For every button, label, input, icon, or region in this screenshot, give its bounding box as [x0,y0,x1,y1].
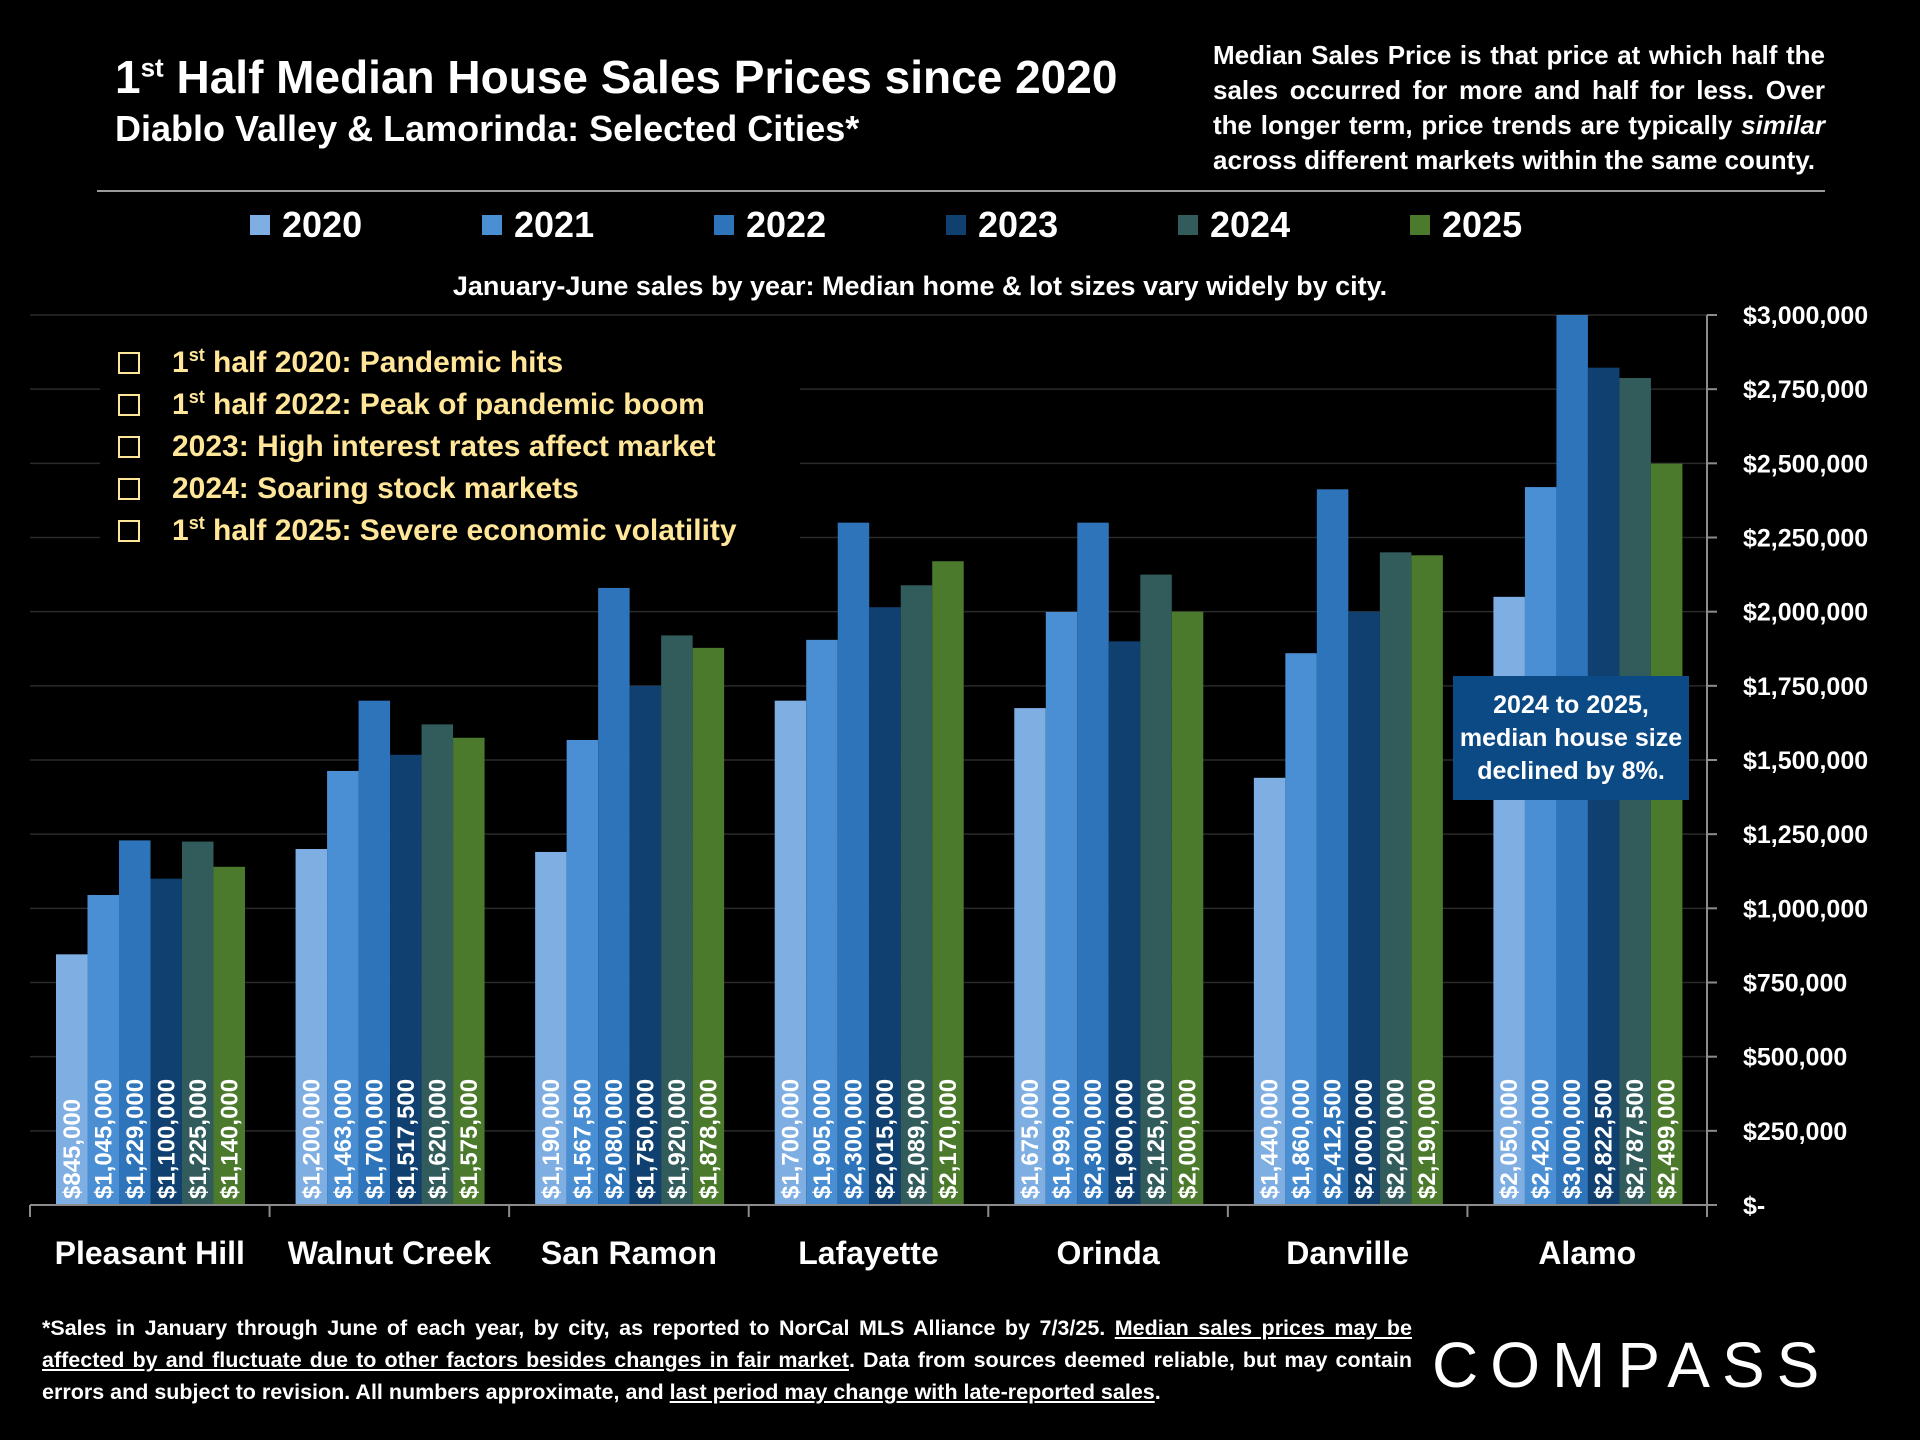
bar-value-label: $2,000,000 [1175,1079,1202,1199]
checkbox-icon [118,478,140,500]
category-label: Pleasant Hill [55,1235,245,1271]
bar-value-label: $2,200,000 [1383,1079,1410,1199]
y-tick-label: $2,500,000 [1743,450,1868,478]
bar-value-label: $1,750,000 [632,1079,659,1199]
y-tick-label: $500,000 [1743,1044,1847,1072]
category-label: Walnut Creek [288,1235,492,1271]
notes-box: 1st half 2020: Pandemic hits 1st half 202… [100,338,800,556]
y-tick-label: $2,250,000 [1743,525,1868,553]
category-label: San Ramon [541,1235,717,1271]
bar-value-label: $2,080,000 [601,1079,628,1199]
y-tick-label: $2,000,000 [1743,599,1868,627]
category-label: Orinda [1057,1235,1160,1271]
y-tick-label: $- [1743,1192,1765,1220]
y-tick-label: $1,000,000 [1743,895,1868,923]
note-item: 1st half 2025: Severe economic volatilit… [100,510,800,552]
bar-value-label: $1,100,000 [153,1079,180,1199]
y-tick-label: $750,000 [1743,970,1847,998]
bar-value-label: $2,300,000 [1080,1079,1107,1199]
note-text: 2024: Soaring stock markets [172,472,579,506]
checkbox-icon [118,436,140,458]
note-item: 1st half 2022: Peak of pandemic boom [100,384,800,426]
bar-value-label: $1,463,000 [330,1079,357,1199]
bar-value-label: $1,440,000 [1257,1079,1284,1199]
bar-value-label: $2,787,500 [1622,1079,1649,1199]
bar-value-label: $3,000,000 [1559,1079,1586,1199]
bar-value-label: $2,089,000 [903,1079,930,1199]
bar-value-label: $2,015,000 [872,1079,899,1199]
bar-value-label: $1,190,000 [538,1079,565,1199]
bar-value-label: $1,700,000 [361,1079,388,1199]
callout-line: median house size [1453,722,1689,755]
note-text: 1st half 2022: Peak of pandemic boom [172,388,705,422]
y-tick-label: $1,500,000 [1743,747,1868,775]
bar-value-label: $1,999,000 [1049,1079,1076,1199]
bar-value-label: $1,878,000 [695,1079,722,1199]
bar-value-label: $1,045,000 [90,1079,117,1199]
bar-value-label: $1,575,000 [456,1079,483,1199]
checkbox-icon [118,520,140,542]
category-label: Lafayette [798,1235,939,1271]
bar-value-label: $1,900,000 [1112,1079,1139,1199]
category-label: Alamo [1538,1235,1636,1271]
category-label: Danville [1286,1235,1409,1271]
bar-value-label: $1,620,000 [424,1079,451,1199]
callout-box: 2024 to 2025, median house size declined… [1453,676,1689,800]
footnote: *Sales in January through June of each y… [42,1312,1412,1408]
bar-value-label: $1,229,000 [122,1079,149,1199]
bar-value-label: $1,905,000 [809,1079,836,1199]
bar-value-label: $1,675,000 [1017,1079,1044,1199]
callout-line: declined by 8%. [1453,755,1689,788]
bar-value-label: $1,200,000 [298,1079,325,1199]
bar-value-label: $2,822,500 [1591,1079,1618,1199]
y-tick-label: $3,000,000 [1743,302,1868,330]
note-item: 1st half 2020: Pandemic hits [100,342,800,384]
note-item: 2023: High interest rates affect market [100,426,800,468]
note-text: 1st half 2025: Severe economic volatilit… [172,514,737,548]
compass-logo: COMPASS [1432,1328,1831,1402]
bar-value-label: $2,125,000 [1143,1079,1170,1199]
bar-value-label: $1,567,500 [569,1079,596,1199]
y-tick-label: $2,750,000 [1743,376,1868,404]
checkbox-icon [118,394,140,416]
bar-value-label: $2,000,000 [1351,1079,1378,1199]
bar-value-label: $2,170,000 [935,1079,962,1199]
note-item: 2024: Soaring stock markets [100,468,800,510]
y-tick-label: $1,250,000 [1743,821,1868,849]
bar-value-label: $2,412,500 [1320,1079,1347,1199]
note-text: 1st half 2020: Pandemic hits [172,346,563,380]
y-tick-label: $250,000 [1743,1118,1847,1146]
bar-value-label: $1,517,500 [393,1079,420,1199]
bar-value-label: $1,920,000 [664,1079,691,1199]
bar-value-label: $2,190,000 [1414,1079,1441,1199]
bar-value-label: $2,050,000 [1496,1079,1523,1199]
y-tick-label: $1,750,000 [1743,673,1868,701]
bar-value-label: $1,700,000 [777,1079,804,1199]
bar-value-label: $1,860,000 [1288,1079,1315,1199]
bar-value-label: $1,140,000 [216,1079,243,1199]
checkbox-icon [118,352,140,374]
bar-value-label: $2,420,000 [1528,1079,1555,1199]
bar-value-label: $1,225,000 [185,1079,212,1199]
callout-line: 2024 to 2025, [1453,689,1689,722]
note-text: 2023: High interest rates affect market [172,430,716,464]
bar-value-label: $2,300,000 [840,1079,867,1199]
bar-value-label: $845,000 [59,1099,86,1199]
bar-value-label: $2,499,000 [1654,1079,1681,1199]
